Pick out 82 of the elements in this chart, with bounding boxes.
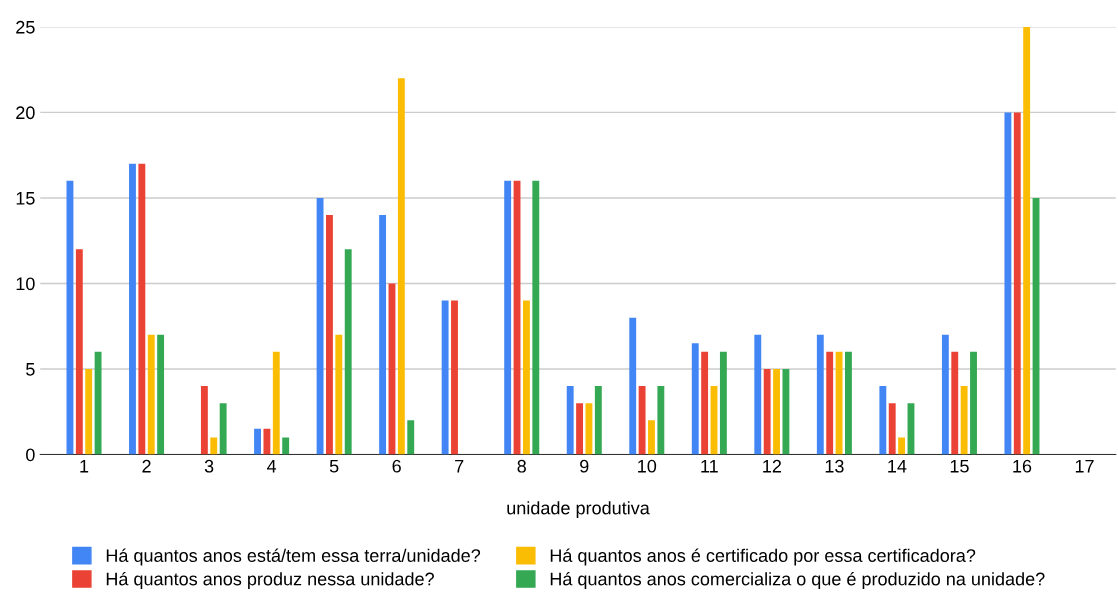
- y-tick-label: 25: [16, 20, 35, 34]
- y-tick-label: 5: [26, 363, 35, 376]
- bar: [1023, 26, 1031, 455]
- x-tick-label: 14: [888, 460, 907, 473]
- bar: [129, 163, 136, 455]
- bar: [657, 386, 665, 455]
- bar: [335, 334, 343, 455]
- x-tick-label: 16: [1013, 459, 1032, 473]
- bar: [970, 351, 977, 455]
- bar: [898, 437, 906, 455]
- bar: [272, 351, 280, 455]
- x-tick-label: 5: [329, 460, 339, 473]
- bar: [845, 351, 852, 455]
- x-tick-label: 2: [142, 459, 151, 473]
- x-tick-label: 7: [455, 460, 464, 473]
- x-tick-label: 13: [825, 459, 844, 473]
- bar: [691, 343, 699, 455]
- y-tick-label: 15: [16, 192, 35, 205]
- x-axis-title: unidade produtiva: [507, 501, 650, 518]
- bar: [576, 403, 584, 455]
- x-tick-label: 3: [204, 459, 214, 473]
- legend-label: Há quantos anos produz nessa unidade?: [106, 571, 434, 589]
- bar: [326, 215, 333, 455]
- bar: [157, 334, 165, 455]
- bar: [147, 334, 155, 455]
- bar: [773, 368, 780, 455]
- bar: [629, 317, 637, 455]
- bar: [951, 351, 959, 455]
- bar: [941, 334, 949, 455]
- bar: [75, 249, 83, 455]
- bar: [701, 351, 709, 455]
- bar: [219, 403, 227, 455]
- bar: [263, 428, 271, 455]
- y-tick-label: 0: [26, 448, 35, 462]
- bar: [282, 437, 290, 455]
- bar: [648, 420, 655, 455]
- bar: [210, 437, 218, 455]
- x-tick-label: 10: [638, 459, 657, 473]
- bar: [566, 386, 574, 455]
- x-tick-label: 6: [392, 459, 401, 473]
- bar: [441, 300, 449, 455]
- x-tick-label: 1: [80, 460, 89, 473]
- bar: [638, 386, 646, 455]
- bar: [94, 351, 102, 455]
- x-tick-label: 15: [950, 460, 969, 473]
- bar: [254, 428, 261, 455]
- bar: [1013, 112, 1021, 455]
- bar: [1004, 112, 1012, 455]
- bar: [754, 334, 762, 455]
- bar: [763, 368, 771, 455]
- bar: [504, 180, 512, 455]
- bar: [522, 300, 530, 455]
- x-tick-label: 9: [580, 459, 589, 473]
- y-tick-label: 10: [16, 277, 35, 291]
- bar: [379, 215, 387, 455]
- bar: [594, 386, 602, 455]
- x-tick-label: 8: [517, 459, 526, 473]
- bar: [826, 351, 834, 455]
- x-tick-label: 11: [701, 460, 718, 473]
- bar: [316, 197, 324, 455]
- x-tick-label: 4: [267, 460, 277, 473]
- x-tick-label: 12: [763, 459, 781, 473]
- bar: [344, 249, 352, 455]
- bar: [407, 420, 415, 455]
- legend-label: Há quantos anos está/tem essa terra/unidade?: [106, 548, 481, 566]
- bar: [138, 163, 146, 455]
- legend-label: Há quantos anos é certificado por essa certificadora?: [550, 548, 976, 566]
- bar: [451, 300, 458, 455]
- bar: [397, 78, 405, 455]
- bar: [835, 351, 843, 455]
- bar: [888, 403, 896, 455]
- bar: [85, 368, 93, 455]
- bar: [782, 368, 790, 455]
- bar: [719, 351, 727, 455]
- bar: [816, 334, 824, 455]
- bar: [532, 180, 540, 455]
- y-tick-label: 20: [16, 106, 35, 120]
- bar: [960, 386, 968, 455]
- bar: [200, 386, 208, 455]
- bar: [879, 386, 887, 455]
- legend-label: Há quantos anos comercializa o que é produzido na unidade?: [550, 571, 1045, 589]
- x-tick-label: 17: [1075, 460, 1094, 473]
